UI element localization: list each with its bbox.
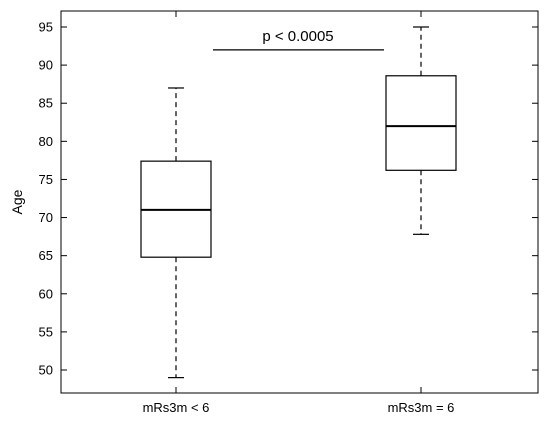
significance-annotation: p < 0.0005 — [213, 28, 384, 51]
boxes — [140, 26, 457, 379]
plot-frame — [60, 10, 539, 394]
y-tick-label: 75 — [39, 172, 53, 187]
y-tick-label: 85 — [39, 96, 53, 111]
y-tick-label: 70 — [39, 210, 53, 225]
p-value-label: p < 0.0005 — [262, 28, 333, 45]
x-tick-label: mRs3m = 6 — [388, 400, 455, 415]
y-axis: 50 55 60 65 70 75 80 85 90 95 — [39, 20, 538, 378]
y-tick-label: 65 — [39, 248, 53, 263]
y-tick-label: 95 — [39, 20, 53, 35]
iqr-box — [385, 75, 457, 171]
box-1 — [140, 87, 212, 379]
x-tick-label: mRs3m < 6 — [143, 400, 210, 415]
y-tick-label: 55 — [39, 324, 53, 339]
y-tick-label: 50 — [39, 363, 53, 378]
y-tick-label: 90 — [39, 58, 53, 73]
y-tick-label: 60 — [39, 286, 53, 301]
y-tick-label: 80 — [39, 134, 53, 149]
x-axis: mRs3m < 6 mRs3m = 6 — [143, 11, 455, 415]
box-2 — [385, 26, 457, 235]
y-axis-label: Age — [9, 189, 25, 214]
